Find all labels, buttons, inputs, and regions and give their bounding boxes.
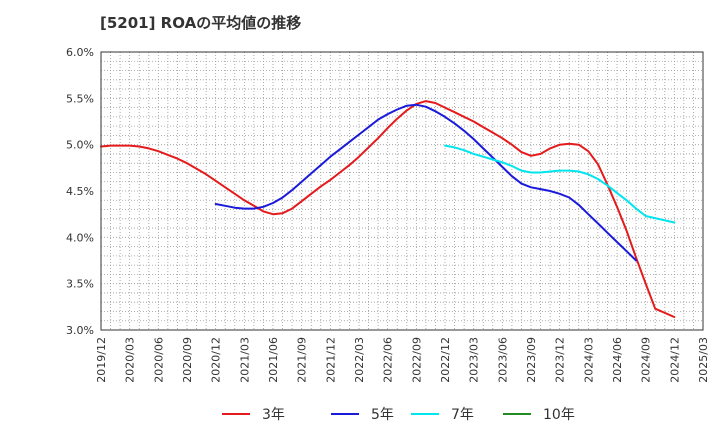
y-tick-label: 3.5% — [66, 278, 94, 291]
x-tick-label: 2020/06 — [152, 337, 165, 383]
x-tick-label: 2022/06 — [382, 337, 395, 383]
x-tick-label: 2025/03 — [697, 337, 710, 383]
x-tick-label: 2021/06 — [267, 337, 280, 383]
x-tick-label: 2024/09 — [640, 337, 653, 383]
legend: 3年 5年 7年 10年 — [222, 407, 575, 423]
x-tick-label: 2021/03 — [238, 337, 251, 383]
x-tick-label: 2023/09 — [525, 337, 538, 383]
x-tick-label: 2020/03 — [124, 337, 137, 383]
x-tick-label: 2024/06 — [611, 337, 624, 383]
x-tick-label: 2021/09 — [296, 337, 309, 383]
x-tick-label: 2022/12 — [439, 337, 452, 383]
x-tick-label: 2022/03 — [353, 337, 366, 383]
y-tick-label: 5.5% — [66, 92, 94, 105]
x-axis: 2019/12 2020/03 2020/06 2020/09 2020/12 2021/… — [95, 337, 710, 383]
chart-title: [5201] ROAの平均値の推移 — [100, 14, 302, 32]
series-line-5年 — [214, 103, 638, 262]
plot-frame — [100, 51, 704, 331]
y-axis: 3.0% 3.5% 4.0% 4.5% 5.0% 5.5% 6.0% — [66, 46, 94, 337]
y-tick-label: 3.0% — [66, 324, 94, 337]
legend-label: 5年 — [371, 407, 394, 423]
y-tick-label: 6.0% — [66, 46, 94, 59]
legend-label: 7年 — [451, 407, 474, 423]
x-tick-label: 2021/12 — [324, 337, 337, 383]
series-line-7年 — [444, 144, 676, 224]
x-tick-label: 2020/09 — [181, 337, 194, 383]
x-tick-label: 2022/09 — [410, 337, 423, 383]
y-tick-label: 4.5% — [66, 185, 94, 198]
legend-label: 3年 — [262, 407, 285, 423]
x-tick-label: 2024/03 — [582, 337, 595, 383]
grid — [100, 51, 704, 331]
x-tick-label: 2023/12 — [554, 337, 567, 383]
legend-label: 10年 — [543, 407, 575, 423]
x-tick-label: 2023/06 — [496, 337, 509, 383]
x-tick-label: 2020/12 — [210, 337, 223, 383]
series-line-3年 — [100, 100, 676, 318]
y-tick-label: 5.0% — [66, 139, 94, 152]
x-tick-label: 2024/12 — [668, 337, 681, 383]
series-lines — [100, 100, 676, 318]
y-tick-label: 4.0% — [66, 231, 94, 244]
x-tick-label: 2023/03 — [468, 337, 481, 383]
x-tick-label: 2019/12 — [95, 337, 108, 383]
